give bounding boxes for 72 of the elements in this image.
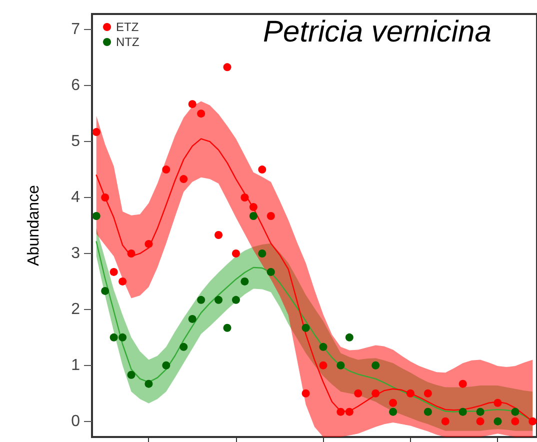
point [336, 408, 345, 416]
point [476, 417, 484, 426]
legend-label: ETZ [116, 20, 139, 34]
y-tick-label: 7 [71, 21, 80, 38]
point [528, 417, 537, 426]
y-tick-label: 4 [71, 189, 80, 206]
y-tick-label: 5 [71, 133, 80, 150]
point [319, 361, 328, 370]
y-tick-label: 3 [71, 244, 80, 262]
y-tick-label: 0 [71, 412, 80, 430]
point [336, 361, 345, 370]
point [110, 333, 118, 342]
point [214, 296, 223, 304]
y-tick-label: 6 [71, 77, 80, 94]
point [441, 417, 450, 426]
point [118, 333, 127, 342]
point [127, 370, 136, 379]
point [302, 324, 310, 332]
point [197, 110, 206, 118]
point [258, 166, 266, 174]
point [345, 333, 354, 342]
point [223, 63, 232, 72]
point [223, 324, 232, 332]
point [424, 389, 432, 398]
point [389, 398, 398, 407]
point [511, 408, 520, 416]
y-tick-label: 2 [71, 300, 80, 318]
point [92, 128, 100, 136]
point [232, 249, 240, 258]
point [240, 277, 249, 286]
point [258, 249, 266, 258]
point [266, 268, 275, 276]
point [458, 380, 467, 388]
point [144, 380, 153, 388]
point [476, 408, 484, 416]
point [197, 296, 206, 304]
point [249, 212, 258, 220]
point [266, 212, 275, 220]
point [389, 408, 398, 416]
point [118, 277, 127, 286]
point [188, 314, 196, 323]
point [424, 408, 432, 416]
point [406, 389, 414, 398]
point [188, 100, 196, 108]
point [92, 212, 100, 220]
y-axis-title: Abundance [26, 184, 42, 266]
point [511, 417, 520, 426]
point [180, 175, 188, 184]
point [345, 408, 354, 416]
point [249, 203, 258, 212]
y-tick-label: 1 [71, 356, 80, 374]
point [494, 398, 502, 407]
point [372, 389, 380, 398]
point [372, 361, 380, 370]
point [101, 194, 110, 202]
point [101, 286, 110, 295]
point [354, 389, 362, 398]
point [214, 231, 223, 240]
point [162, 166, 170, 174]
point [319, 342, 328, 351]
point [127, 249, 136, 258]
point [162, 361, 170, 370]
point [458, 408, 467, 416]
point [232, 296, 240, 304]
point [180, 342, 188, 351]
legend-label: NTZ [116, 35, 140, 49]
point [144, 240, 153, 248]
point [240, 194, 249, 202]
chart-title: Petricia vernicina [263, 16, 492, 48]
point [302, 389, 310, 398]
point [110, 268, 118, 276]
point [494, 417, 502, 426]
